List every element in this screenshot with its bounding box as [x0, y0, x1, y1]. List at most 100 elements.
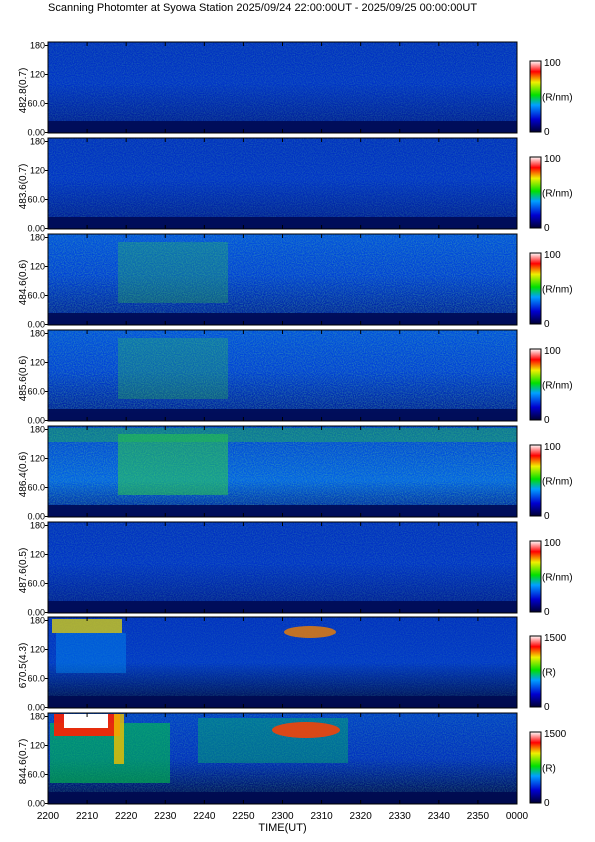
colorbar-unit-label: (R/nm)	[542, 381, 573, 392]
panel-7: 0.00 60.0 120 180 670.5(4.3) 1500 0 (R)	[18, 616, 567, 714]
panel-6: 0.00 60.0 120 180 487.6(0.5) 100 0 (R/nm)	[18, 521, 573, 619]
panel-5: 0.00 60.0 120 180 486.4(0.6) 100 0 (R/nm)	[18, 425, 573, 523]
colorbar-min-label: 0	[544, 607, 550, 618]
y-tick-label: 0.00	[27, 799, 45, 809]
y-tick-label: 120	[30, 454, 45, 464]
chart-title: Scanning Photomter at Syowa Station 2025…	[48, 2, 478, 14]
y-axis-label: 482.8(0.7)	[18, 68, 29, 114]
y-tick-label: 0.00	[27, 416, 45, 426]
colorbar-min-label: 0	[544, 702, 550, 713]
colorbar-max-label: 1500	[544, 729, 567, 740]
emission-region	[118, 242, 228, 303]
y-tick-label: 180	[30, 137, 45, 147]
colorbar	[529, 540, 542, 613]
y-tick-label: 120	[30, 741, 45, 751]
colorbar-unit-label: (R)	[542, 668, 556, 679]
y-tick-label: 60.0	[27, 387, 45, 397]
x-tick-label: 2200	[37, 811, 60, 822]
colorbar	[529, 444, 542, 517]
colorbar	[529, 348, 542, 421]
y-tick-label: 60.0	[27, 99, 45, 109]
y-tick-label: 120	[30, 645, 45, 655]
x-tick-label: 2320	[350, 811, 373, 822]
heatmap-texture	[48, 138, 517, 217]
y-tick-label: 180	[30, 41, 45, 51]
colorbar-unit-label: (R/nm)	[542, 477, 573, 488]
y-tick-label: 180	[30, 329, 45, 339]
y-axis-label: 485.6(0.6)	[18, 356, 29, 402]
y-tick-label: 0.00	[27, 512, 45, 522]
y-tick-label: 180	[30, 425, 45, 435]
aurora-feature	[56, 633, 126, 673]
x-tick-label: 2250	[232, 811, 255, 822]
heatmap-texture	[48, 330, 517, 409]
x-tick-label: 2300	[271, 811, 294, 822]
colorbar-unit-label: (R/nm)	[542, 573, 573, 584]
colorbar-min-label: 0	[544, 415, 550, 426]
panel-3: 0.00 60.0 120 180 484.6(0.6) 100 0 (R/nm)	[18, 233, 573, 331]
y-tick-label: 0.00	[27, 703, 45, 713]
x-axis-label: TIME(UT)	[258, 822, 306, 834]
colorbar-max-label: 1500	[544, 633, 567, 644]
y-tick-label: 120	[30, 70, 45, 80]
y-axis-label: 483.6(0.7)	[18, 164, 29, 210]
colorbar-max-label: 100	[544, 250, 561, 261]
y-tick-label: 120	[30, 550, 45, 560]
colorbar-max-label: 100	[544, 442, 561, 453]
y-tick-label: 180	[30, 521, 45, 531]
y-tick-label: 120	[30, 358, 45, 368]
y-tick-label: 0.00	[27, 224, 45, 234]
x-tick-label: 2330	[389, 811, 412, 822]
x-tick-label: 2220	[115, 811, 138, 822]
y-tick-label: 180	[30, 712, 45, 722]
aurora-feature	[272, 722, 340, 738]
x-tick-label: 2340	[428, 811, 451, 822]
y-axis-label: 487.6(0.5)	[18, 548, 29, 594]
y-tick-label: 180	[30, 616, 45, 626]
heatmap-texture	[48, 617, 517, 696]
colorbar-max-label: 100	[544, 538, 561, 549]
heatmap-texture	[48, 42, 517, 121]
panel-1: 0.00 60.0 120 180 482.8(0.7) 100 0 (R/nm)	[18, 41, 573, 139]
heatmap-texture	[48, 522, 517, 601]
x-tick-label: 2310	[310, 811, 333, 822]
panel-2: 0.00 60.0 120 180 483.6(0.7) 100 0 (R/nm)	[18, 137, 573, 235]
colorbar	[529, 252, 542, 325]
x-tick-label: 2350	[467, 811, 490, 822]
y-axis-label: 670.5(4.3)	[18, 643, 29, 689]
y-axis-label: 484.6(0.6)	[18, 260, 29, 306]
colorbar-max-label: 100	[544, 154, 561, 165]
colorbar-min-label: 0	[544, 511, 550, 522]
colorbar-max-label: 100	[544, 346, 561, 357]
heatmap-texture	[48, 426, 517, 505]
colorbar-min-label: 0	[544, 319, 550, 330]
colorbar	[529, 635, 542, 708]
y-tick-label: 0.00	[27, 128, 45, 138]
colorbar-max-label: 100	[544, 58, 561, 69]
y-tick-label: 120	[30, 262, 45, 272]
panel-8: 0.00 60.0 120 180 844.6(0.7) 1500 0 (R)	[18, 712, 567, 810]
y-tick-label: 0.00	[27, 320, 45, 330]
y-tick-label: 180	[30, 233, 45, 243]
colorbar-min-label: 0	[544, 223, 550, 234]
colorbar-unit-label: (R)	[542, 764, 556, 775]
y-tick-label: 60.0	[27, 674, 45, 684]
y-tick-label: 60.0	[27, 579, 45, 589]
y-tick-label: 120	[30, 166, 45, 176]
colorbar-unit-label: (R/nm)	[542, 285, 573, 296]
colorbar	[529, 156, 542, 229]
colorbar-min-label: 0	[544, 127, 550, 138]
aurora-feature	[64, 714, 108, 728]
x-tick-label: 2230	[154, 811, 177, 822]
colorbar	[529, 60, 542, 133]
y-axis-label: 844.6(0.7)	[18, 739, 29, 785]
y-tick-label: 60.0	[27, 483, 45, 493]
x-tick-label: 2210	[76, 811, 99, 822]
x-tick-label: 0000	[506, 811, 529, 822]
aurora-feature	[114, 714, 124, 764]
emission-band	[48, 428, 517, 442]
y-tick-label: 60.0	[27, 291, 45, 301]
colorbar-unit-label: (R/nm)	[542, 189, 573, 200]
y-axis-label: 486.4(0.6)	[18, 452, 29, 498]
